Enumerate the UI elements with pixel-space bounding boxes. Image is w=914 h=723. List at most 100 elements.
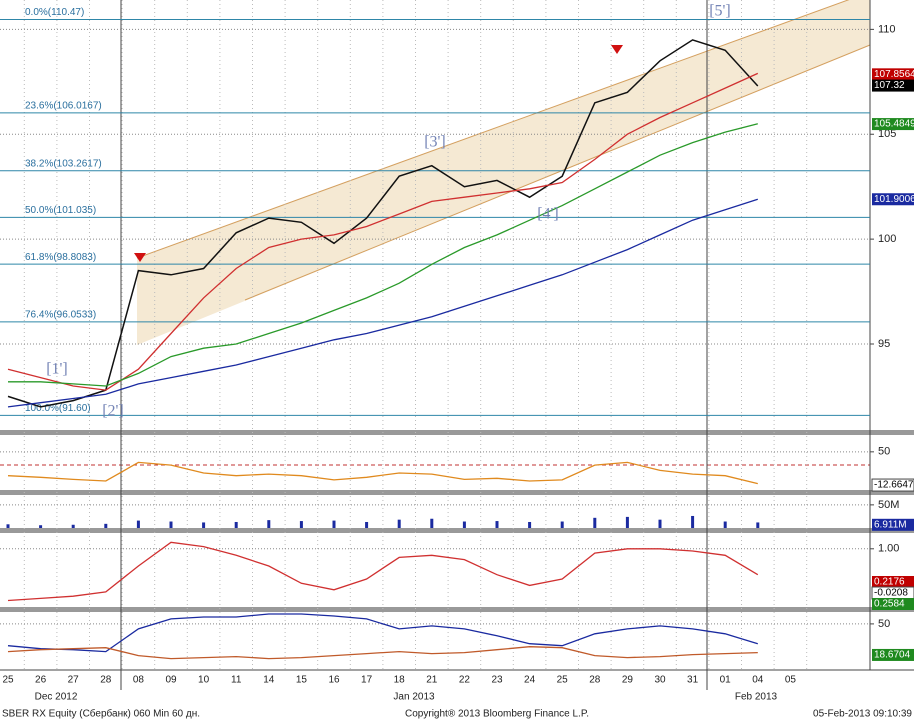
x-tick-label: 28 <box>589 675 601 686</box>
price-tag <box>871 478 914 492</box>
price-tag <box>872 598 914 610</box>
price-tag-label: 105.4849 <box>874 119 914 130</box>
x-tick-label: 24 <box>524 675 536 686</box>
y-tick-label: 50 <box>878 446 890 458</box>
month-label: Dec 2012 <box>35 692 78 703</box>
volume-bar <box>593 517 597 528</box>
volume-bar <box>756 522 760 528</box>
x-tick-label: 28 <box>100 675 112 686</box>
y-tick-label: 95 <box>878 338 890 350</box>
price-tag-label: 107.8564 <box>874 69 914 80</box>
price-tag-label: 0.2176 <box>874 577 905 588</box>
x-tick-label: 31 <box>687 675 699 686</box>
volume-bar <box>397 519 401 528</box>
volume-bar <box>528 521 532 528</box>
channel-line <box>244 44 871 301</box>
volume-bar <box>625 516 629 528</box>
x-tick-label: 16 <box>328 675 340 686</box>
x-tick-label: 18 <box>394 675 406 686</box>
price-tag <box>872 648 914 661</box>
x-tick-label: 30 <box>654 675 666 686</box>
x-tick-label: 10 <box>198 675 210 686</box>
price-tag-label: 18.6704 <box>874 650 911 661</box>
volume-bar <box>462 521 466 528</box>
price-tag <box>872 193 914 206</box>
panel-separator <box>0 607 914 612</box>
price-tag-label: 6.911M <box>874 519 907 530</box>
volume-bar <box>202 522 206 528</box>
series-line <box>7 72 759 391</box>
panel-separator <box>0 430 914 435</box>
y-tick-label: 50M <box>878 499 899 511</box>
fib-label: 38.2%(103.2617) <box>25 158 102 169</box>
footer-center: Copyright® 2013 Bloomberg Finance L.P. <box>405 709 589 720</box>
price-tag-label: 0.2584 <box>874 599 905 610</box>
wave-label: [4'] <box>537 206 559 223</box>
volume-bar <box>495 521 499 528</box>
volume-bar <box>39 525 43 528</box>
fib-label: 76.4%(96.0533) <box>25 310 96 321</box>
x-tick-label: 27 <box>68 675 80 686</box>
y-tick-label: 1.00 <box>878 543 899 555</box>
volume-bar <box>169 521 173 528</box>
series-line <box>7 613 758 653</box>
volume-bar <box>723 521 727 528</box>
volume-bar <box>234 521 238 528</box>
y-tick-label: 105 <box>878 128 896 140</box>
series-line <box>7 646 758 660</box>
fib-label: 100.0%(91.60) <box>25 403 91 414</box>
x-tick-label: 25 <box>2 675 14 686</box>
x-tick-label: 23 <box>491 675 503 686</box>
y-tick-label: 100 <box>878 233 896 245</box>
series-line <box>7 461 758 485</box>
panel-separator <box>0 490 914 495</box>
volume-bar <box>365 521 369 528</box>
wave-label: [5'] <box>709 3 731 20</box>
x-tick-label: 29 <box>622 675 634 686</box>
fib-label: 0.0%(110.47) <box>25 7 84 18</box>
x-tick-label: 08 <box>133 675 145 686</box>
series-line <box>7 39 759 408</box>
x-tick-label: 26 <box>35 675 47 686</box>
x-tick-label: 09 <box>165 675 177 686</box>
channel-line <box>136 0 850 259</box>
price-tag-label: -12.6647 <box>874 480 914 491</box>
volume-bar <box>658 519 662 528</box>
price-tag <box>872 518 914 531</box>
y-tick-label: 50 <box>878 618 890 630</box>
price-tag <box>872 79 914 92</box>
volume-bar <box>104 523 108 528</box>
price-tag-label: -0.0208 <box>874 588 908 599</box>
fib-label: 61.8%(98.8083) <box>25 252 96 263</box>
wave-label: [2'] <box>102 403 124 420</box>
panel-separator <box>0 528 914 533</box>
x-tick-label: 22 <box>459 675 471 686</box>
price-tag <box>872 118 914 131</box>
y-tick-label: 110 <box>878 23 896 35</box>
wave-label: [3'] <box>424 134 446 151</box>
volume-bar <box>430 518 434 528</box>
volume-bar <box>560 521 564 528</box>
volume-bar <box>691 515 695 528</box>
volume-bar <box>299 521 303 528</box>
month-label: Jan 2013 <box>393 692 435 703</box>
series-line <box>7 198 758 408</box>
volume-bar <box>6 524 10 528</box>
price-tag <box>872 576 914 588</box>
x-tick-label: 11 <box>231 675 242 686</box>
signal-marker <box>134 253 146 262</box>
x-tick-label: 04 <box>752 675 764 686</box>
volume-bar <box>332 520 336 528</box>
fib-label: 50.0%(101.035) <box>25 205 96 216</box>
volume-bar <box>267 520 271 528</box>
footer-right: 05-Feb-2013 09:10:39 <box>813 709 912 720</box>
wave-label: [1'] <box>46 361 68 378</box>
x-tick-label: 15 <box>296 675 308 686</box>
x-tick-label: 14 <box>263 675 275 686</box>
x-tick-label: 25 <box>557 675 569 686</box>
channel <box>137 0 870 345</box>
volume-bar <box>136 520 140 528</box>
footer-left: SBER RX Equity (Сбербанк) 060 Min 60 дн. <box>2 708 200 720</box>
